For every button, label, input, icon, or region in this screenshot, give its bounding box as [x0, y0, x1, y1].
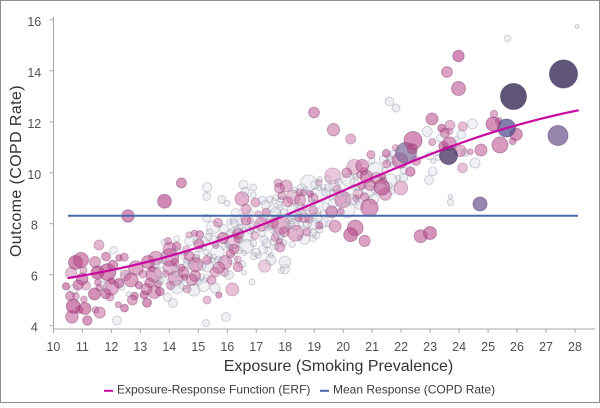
svg-text:25: 25	[481, 340, 495, 354]
svg-text:15: 15	[191, 340, 205, 354]
svg-text:27: 27	[539, 340, 553, 354]
svg-text:23: 23	[423, 340, 437, 354]
svg-text:10: 10	[27, 168, 41, 182]
svg-text:14: 14	[27, 66, 41, 80]
svg-text:21: 21	[365, 340, 379, 354]
svg-text:6: 6	[31, 270, 38, 284]
svg-text:12: 12	[27, 117, 41, 131]
svg-text:26: 26	[510, 340, 524, 354]
svg-text:17: 17	[249, 340, 263, 354]
svg-text:11: 11	[76, 340, 89, 354]
svg-text:Outcome (COPD Rate): Outcome (COPD Rate)	[8, 85, 25, 257]
svg-text:8: 8	[31, 219, 38, 233]
svg-text:10: 10	[46, 340, 60, 354]
svg-text:24: 24	[452, 340, 466, 354]
svg-text:18: 18	[278, 340, 292, 354]
svg-text:28: 28	[568, 340, 582, 354]
svg-text:22: 22	[394, 340, 408, 354]
svg-text:14: 14	[162, 340, 176, 354]
svg-text:20: 20	[336, 340, 350, 354]
svg-text:16: 16	[220, 340, 234, 354]
svg-text:Exposure (Smoking Prevalence): Exposure (Smoking Prevalence)	[224, 358, 453, 375]
svg-text:19: 19	[307, 340, 321, 354]
svg-text:Mean Response (COPD Rate): Mean Response (COPD Rate)	[333, 382, 495, 396]
svg-text:13: 13	[133, 340, 147, 354]
svg-text:16: 16	[27, 15, 41, 29]
svg-text:Exposure-Response Function (ER: Exposure-Response Function (ERF)	[117, 382, 310, 396]
svg-text:12: 12	[104, 340, 118, 354]
svg-text:4: 4	[31, 321, 38, 335]
